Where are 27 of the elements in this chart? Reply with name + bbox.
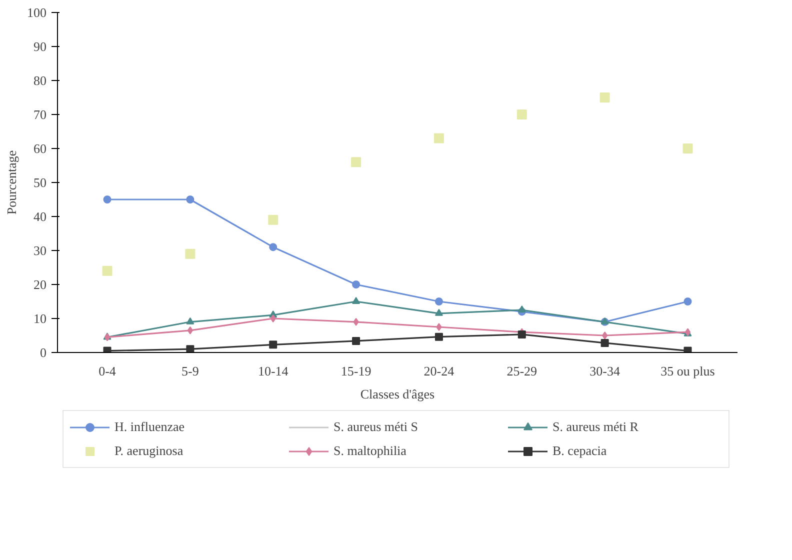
- x-tick-label: 30-34: [590, 364, 620, 378]
- x-axis-title: Classes d'âges: [360, 386, 435, 402]
- y-tick-label: 70: [34, 107, 46, 122]
- legend-label: S. maltophilia: [334, 443, 408, 459]
- y-tick-label: 80: [34, 73, 46, 88]
- x-tick-label: 5-9: [182, 364, 199, 378]
- y-tick-label: 100: [27, 5, 46, 20]
- x-tick-label: 25-29: [506, 364, 538, 378]
- x-tick-label: 10-14: [258, 364, 289, 378]
- legend-label: B. cepacia: [552, 443, 608, 459]
- y-axis-title: Pourcentage: [4, 150, 19, 215]
- y-tick-label: 10: [34, 311, 46, 326]
- y-tick-label: 30: [34, 243, 46, 258]
- x-tick-label: 20-24: [424, 364, 455, 378]
- x-tick-label: 35 ou plus: [660, 364, 715, 378]
- legend-label: S. aureus méti S: [334, 419, 419, 435]
- y-tick-label: 40: [34, 209, 46, 224]
- x-tick-label: 15-19: [340, 364, 372, 378]
- legend-label: P. aeruginosa: [114, 443, 184, 459]
- x-tick-label: 0-4: [98, 364, 116, 378]
- y-tick-label: 90: [34, 39, 46, 54]
- y-tick-label: 20: [34, 277, 46, 292]
- y-tick-label: 0: [40, 345, 46, 360]
- legend-label: H. influenzae: [114, 419, 186, 435]
- legend-label: S. aureus méti R: [552, 419, 640, 435]
- y-tick-label: 50: [34, 175, 46, 190]
- y-tick-label: 60: [34, 141, 46, 156]
